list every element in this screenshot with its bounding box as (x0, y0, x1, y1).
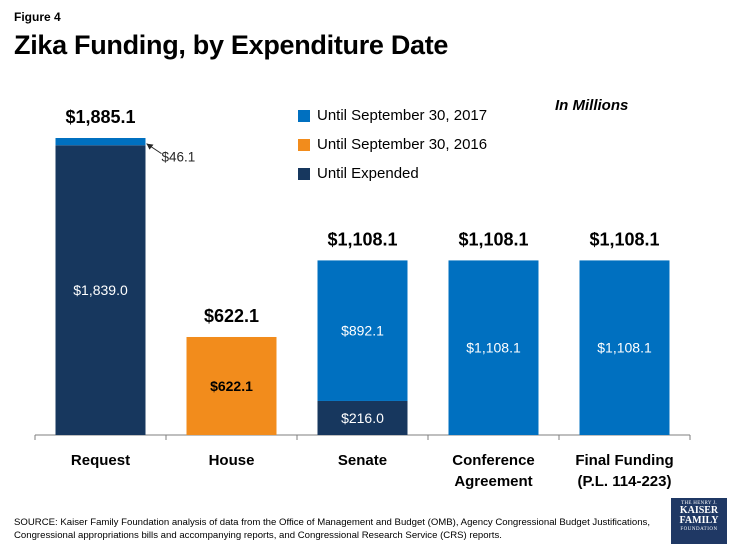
kff-logo: THE HENRY J. KAISER FAMILY FOUNDATION (671, 498, 727, 544)
logo-line-2: KAISER (679, 505, 719, 516)
data-label: $46.1 (162, 150, 196, 165)
chart-title: Zika Funding, by Expenditure Date (14, 30, 449, 60)
bar-segment (186, 336, 277, 435)
legend-swatch-expended (298, 167, 310, 180)
category-label: Request (71, 452, 130, 469)
data-label: $1,108.1 (466, 340, 521, 356)
legend-label-2016: Until September 30, 2016 (317, 136, 488, 153)
data-label: $216.0 (341, 410, 384, 426)
bar-segment (317, 400, 408, 435)
data-label: $892.1 (341, 323, 384, 339)
bar-segment (448, 260, 539, 435)
units-note: In Millions (555, 97, 629, 114)
bar-segment (55, 145, 146, 435)
chart-legend: Until September 30, 2017 Until September… (298, 101, 487, 188)
bar-segment (317, 260, 408, 401)
legend-swatch-2016 (298, 138, 310, 151)
category-label: (P.L. 114-223) (578, 473, 672, 490)
total-label: $1,108.1 (327, 229, 397, 249)
legend-item-expended: Until Expended (298, 159, 487, 188)
data-label: $622.1 (210, 378, 253, 394)
legend-item-2017: Until September 30, 2017 (298, 101, 487, 130)
category-label: Agreement (454, 473, 532, 490)
logo-line-3: FAMILY (679, 515, 719, 526)
category-label: House (209, 452, 255, 469)
category-label: Senate (338, 452, 387, 469)
logo-line-4: FOUNDATION (680, 527, 718, 532)
total-label: $1,108.1 (589, 229, 659, 249)
category-label: Conference (452, 452, 535, 469)
figure-label: Figure 4 (14, 10, 61, 24)
bar-segment (55, 138, 146, 146)
total-label: $622.1 (204, 306, 259, 326)
legend-swatch-2017 (298, 109, 310, 122)
legend-label-expended: Until Expended (317, 165, 419, 182)
legend-item-2016: Until September 30, 2016 (298, 130, 487, 159)
total-label: $1,885.1 (65, 107, 135, 127)
data-label: $1,108.1 (597, 340, 652, 356)
stacked-bar-chart: $1,839.0 $46.1 $1,885.1 Request $622.1 $622.1… (34, 107, 691, 490)
legend-label-2017: Until September 30, 2017 (317, 107, 488, 124)
bar-segment (579, 260, 670, 435)
logo-line-1: THE HENRY J. (681, 501, 717, 506)
category-label: Final Funding (575, 452, 673, 469)
data-label: $1,839.0 (73, 282, 128, 298)
total-label: $1,108.1 (458, 229, 528, 249)
leader-arrowhead (146, 143, 154, 150)
source-note: SOURCE: Kaiser Family Foundation analysi… (14, 517, 650, 541)
